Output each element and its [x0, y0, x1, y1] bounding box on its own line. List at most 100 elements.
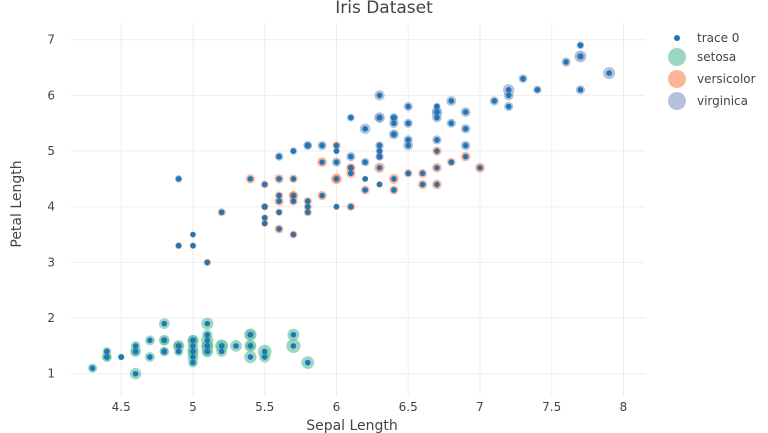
data-point[interactable]	[247, 343, 254, 349]
data-point[interactable]	[577, 42, 584, 49]
data-point[interactable]	[376, 148, 383, 154]
data-point[interactable]	[362, 125, 368, 132]
data-point[interactable]	[161, 337, 168, 344]
data-point[interactable]	[376, 153, 383, 160]
data-point[interactable]	[104, 354, 110, 360]
data-point[interactable]	[563, 59, 569, 65]
data-point[interactable]	[290, 176, 297, 182]
data-point[interactable]	[261, 348, 268, 355]
data-point[interactable]	[161, 348, 168, 355]
data-point[interactable]	[448, 120, 455, 127]
data-point[interactable]	[304, 359, 311, 366]
data-point[interactable]	[319, 142, 325, 149]
data-point[interactable]	[276, 198, 282, 204]
data-point[interactable]	[434, 137, 440, 143]
data-point[interactable]	[391, 131, 397, 138]
data-point[interactable]	[276, 192, 282, 199]
data-point[interactable]	[348, 114, 354, 121]
data-point[interactable]	[261, 220, 268, 227]
data-point[interactable]	[304, 203, 311, 210]
data-point[interactable]	[290, 192, 297, 199]
data-point[interactable]	[391, 176, 397, 182]
data-point[interactable]	[190, 348, 196, 355]
data-point[interactable]	[190, 242, 196, 249]
data-point[interactable]	[304, 198, 311, 204]
data-point[interactable]	[276, 153, 282, 160]
data-point[interactable]	[405, 120, 412, 127]
data-point[interactable]	[376, 164, 383, 171]
data-point[interactable]	[362, 159, 368, 165]
data-point[interactable]	[304, 209, 311, 216]
legend-item-virginica[interactable]: virginica	[668, 92, 748, 110]
data-point[interactable]	[276, 226, 282, 232]
data-point[interactable]	[419, 170, 426, 177]
data-point[interactable]	[190, 337, 196, 344]
data-point[interactable]	[348, 170, 354, 177]
data-point[interactable]	[434, 148, 440, 154]
data-point[interactable]	[577, 53, 584, 60]
data-point[interactable]	[290, 231, 297, 238]
data-point[interactable]	[348, 153, 354, 160]
data-point[interactable]	[462, 109, 469, 115]
data-point[interactable]	[405, 103, 412, 110]
data-point[interactable]	[190, 354, 196, 360]
data-point[interactable]	[290, 331, 297, 338]
data-point[interactable]	[577, 87, 584, 93]
data-point[interactable]	[233, 343, 239, 349]
data-point[interactable]	[204, 348, 211, 355]
data-point[interactable]	[218, 348, 225, 355]
data-point[interactable]	[362, 176, 368, 182]
data-point[interactable]	[534, 87, 541, 93]
data-point[interactable]	[333, 148, 340, 154]
data-point[interactable]	[290, 148, 297, 154]
data-point[interactable]	[405, 137, 412, 143]
data-point[interactable]	[261, 215, 268, 221]
data-point[interactable]	[276, 209, 282, 216]
data-point[interactable]	[434, 181, 440, 188]
data-point[interactable]	[290, 343, 297, 349]
data-point[interactable]	[276, 176, 282, 182]
legend-item-versicolor[interactable]: versicolor	[668, 70, 756, 88]
data-point[interactable]	[190, 359, 196, 366]
data-point[interactable]	[261, 181, 268, 188]
data-point[interactable]	[348, 164, 354, 171]
data-point[interactable]	[391, 114, 397, 121]
data-point[interactable]	[175, 242, 182, 249]
data-point[interactable]	[261, 203, 268, 210]
data-point[interactable]	[118, 354, 125, 360]
data-point[interactable]	[505, 87, 512, 93]
data-point[interactable]	[333, 203, 340, 210]
data-point[interactable]	[376, 92, 383, 99]
data-point[interactable]	[477, 164, 483, 171]
data-point[interactable]	[304, 142, 311, 149]
data-point[interactable]	[175, 348, 182, 355]
data-point[interactable]	[520, 75, 526, 82]
data-point[interactable]	[348, 203, 354, 210]
data-point[interactable]	[319, 192, 325, 199]
data-point[interactable]	[448, 159, 455, 165]
data-point[interactable]	[434, 114, 440, 121]
data-point[interactable]	[204, 337, 211, 344]
data-point[interactable]	[247, 176, 254, 182]
data-point[interactable]	[218, 209, 225, 216]
data-point[interactable]	[190, 343, 196, 349]
data-point[interactable]	[190, 231, 196, 238]
data-point[interactable]	[391, 187, 397, 193]
data-point[interactable]	[434, 109, 440, 115]
legend-item-setosa[interactable]: setosa	[668, 48, 736, 66]
data-point[interactable]	[204, 259, 211, 266]
data-point[interactable]	[247, 354, 254, 360]
data-point[interactable]	[204, 331, 211, 338]
legend-item-trace-0[interactable]: trace 0	[674, 31, 739, 45]
data-point[interactable]	[319, 159, 325, 165]
data-point[interactable]	[261, 354, 268, 360]
data-point[interactable]	[161, 320, 168, 327]
data-point[interactable]	[606, 70, 612, 76]
data-point[interactable]	[333, 159, 340, 165]
data-point[interactable]	[462, 153, 469, 160]
data-point[interactable]	[419, 181, 426, 188]
data-point[interactable]	[405, 142, 412, 149]
data-point[interactable]	[376, 114, 383, 121]
data-point[interactable]	[89, 365, 96, 371]
data-point[interactable]	[333, 176, 340, 182]
